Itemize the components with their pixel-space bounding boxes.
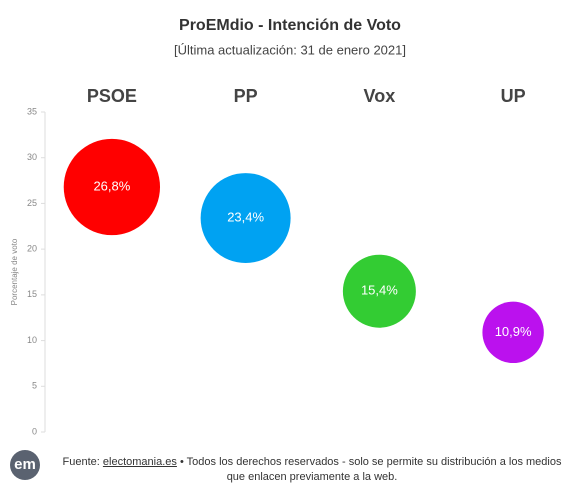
chart-subtitle: [Última actualización: 31 de enero 2021] xyxy=(174,42,406,57)
y-tick-label: 25 xyxy=(27,198,37,208)
bubble xyxy=(200,173,291,264)
category-label: PP xyxy=(234,86,258,106)
data-label: 26,8% xyxy=(93,178,130,193)
y-tick-label: 15 xyxy=(27,289,37,299)
footer: Fuente: electomania.es • Todos los derec… xyxy=(52,455,572,485)
bubble xyxy=(482,301,544,364)
y-tick-label: 35 xyxy=(27,106,37,116)
y-tick-label: 20 xyxy=(27,244,37,254)
data-label: 23,4% xyxy=(227,209,264,224)
y-axis-label: Porcentaje de voto xyxy=(10,238,19,305)
bubble xyxy=(63,138,161,236)
y-tick-label: 30 xyxy=(27,152,37,162)
bubble xyxy=(342,254,416,328)
y-tick-label: 0 xyxy=(32,426,37,436)
category-label: PSOE xyxy=(87,86,137,106)
y-tick-label: 10 xyxy=(27,335,37,345)
data-label: 10,9% xyxy=(495,324,532,339)
category-label: UP xyxy=(501,86,526,106)
y-tick-label: 5 xyxy=(32,381,37,391)
source-link[interactable]: electomania.es xyxy=(102,456,177,468)
chart-title: ProEMdio - Intención de Voto xyxy=(179,17,401,34)
chart: ProEMdio - Intención de Voto [Última act… xyxy=(10,17,544,436)
category-label: Vox xyxy=(364,86,396,106)
logo: em xyxy=(10,450,40,480)
source-prefix: Fuente: xyxy=(62,456,100,468)
footer-text: • Todos los derechos reservados - solo s… xyxy=(179,456,562,483)
data-label: 15,4% xyxy=(361,283,398,298)
